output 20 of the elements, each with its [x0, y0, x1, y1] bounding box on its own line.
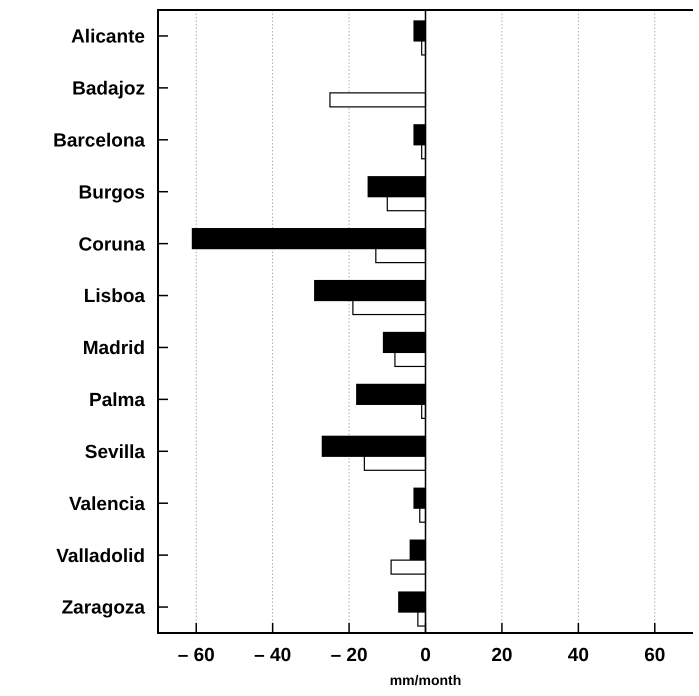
- y-tick-label: Alicante: [71, 26, 145, 48]
- y-tick-label: Lisboa: [84, 286, 146, 308]
- y-tick-label: Valencia: [68, 494, 146, 515]
- x-tick-label: 20: [491, 645, 512, 666]
- x-tick-label: – 60: [178, 645, 215, 666]
- x-tick-label: 0: [420, 645, 431, 666]
- y-tick-label: Sevilla: [84, 442, 146, 463]
- y-tick-label: Coruna: [78, 234, 146, 256]
- x-axis-title: mm/month: [390, 672, 462, 688]
- y-tick-label: Badajoz: [72, 78, 145, 100]
- y-tick-label: Barcelona: [53, 130, 146, 152]
- x-tick-label: – 20: [330, 645, 368, 666]
- x-tick-label: 40: [568, 645, 589, 666]
- y-tick-label: Madrid: [82, 338, 145, 360]
- x-tick-label: – 40: [254, 645, 292, 666]
- y-tick-label: Burgos: [78, 182, 145, 204]
- y-tick-label: Palma: [89, 390, 146, 412]
- x-tick-label: 60: [644, 645, 666, 666]
- y-tick-label: Zaragoza: [62, 598, 146, 619]
- y-tick-label: Valladolid: [56, 546, 145, 567]
